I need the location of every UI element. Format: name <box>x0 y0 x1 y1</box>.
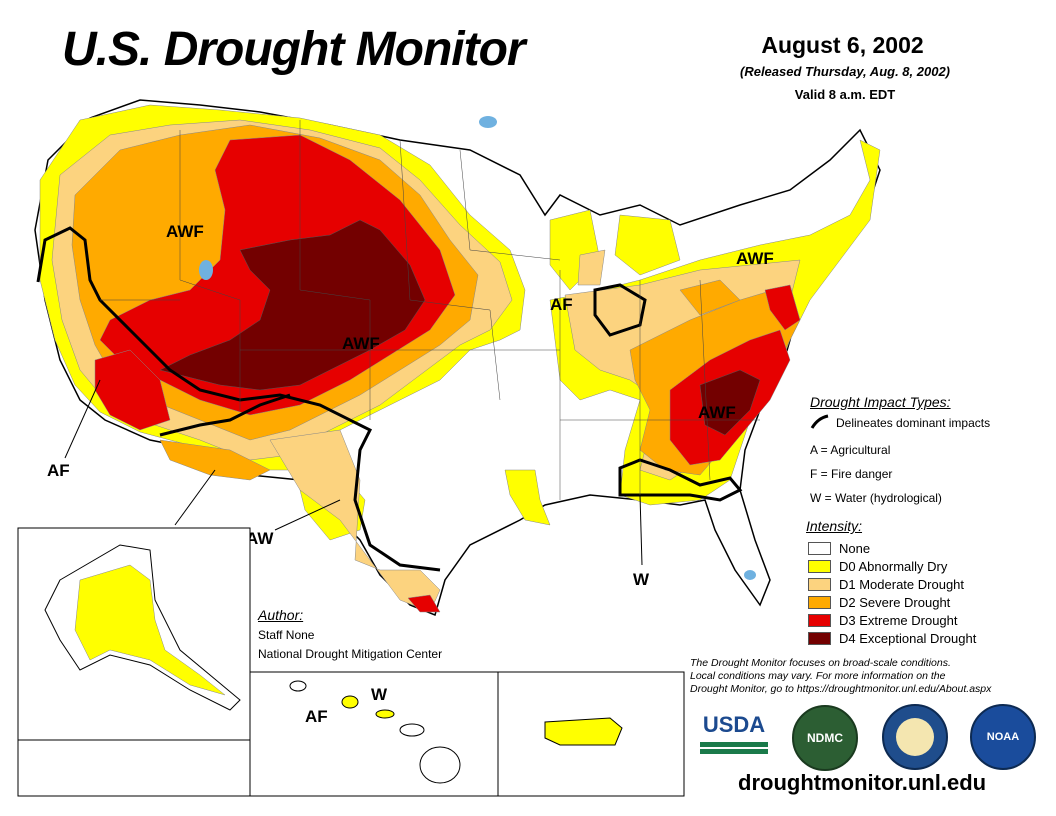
note-line-1: The Drought Monitor focuses on broad-sca… <box>690 657 951 669</box>
swatch-d1 <box>808 578 831 591</box>
usda-logo-text: USDA <box>702 712 766 737</box>
label-af-west: AF <box>47 461 70 480</box>
label-w-southeast: W <box>633 570 650 589</box>
noaa-logo-text: NOAA <box>986 731 1020 743</box>
release-date: (Released Thursday, Aug. 8, 2002) <box>740 64 950 79</box>
label-awf-southeast: AWF <box>698 403 736 422</box>
legend-d3: D3 Extreme Drought <box>808 613 958 628</box>
alaska-d0 <box>74 564 226 696</box>
state-lines <box>100 120 760 500</box>
impact-line-symbol <box>810 414 829 429</box>
label-aw-south: AW <box>246 529 274 548</box>
legend-d2: D2 Severe Drought <box>808 595 950 610</box>
commerce-seal-icon <box>882 704 948 770</box>
disclaimer-note: The Drought Monitor focuses on broad-sca… <box>690 657 1035 696</box>
legend-d1: D1 Moderate Drought <box>808 577 964 592</box>
legend-label: D0 Abnormally Dry <box>839 559 948 574</box>
ndmc-logo-text: NDMC <box>807 731 843 745</box>
ndmc-logo: NDMC <box>792 705 858 771</box>
d4-areas <box>159 219 761 436</box>
legend-label: D1 Moderate Drought <box>839 577 965 592</box>
label-awf-northwest: AWF <box>166 222 204 241</box>
label-w-hawaii: W <box>371 685 388 704</box>
swatch-none <box>808 542 831 555</box>
legend-d4: D4 Exceptional Drought <box>808 631 976 646</box>
legend-label: D3 Extreme Drought <box>839 613 958 628</box>
note-line-3: Drought Monitor, go to https://droughtmo… <box>690 683 992 695</box>
author-title: Author: <box>258 607 304 623</box>
legend-label: None <box>839 541 871 556</box>
impact-fire: F = Fire danger <box>810 467 893 481</box>
impact-line-label: Delineates dominant impacts <box>836 416 991 430</box>
label-awf-northeast: AWF <box>736 249 774 268</box>
page-title: U.S. Drought Monitor <box>62 23 526 76</box>
legend-label: D4 Exceptional Drought <box>839 631 977 646</box>
footer-url[interactable]: droughtmonitor.unl.edu <box>738 770 987 795</box>
intensity-legend-title: Intensity: <box>806 518 863 534</box>
water-features <box>199 116 756 580</box>
impact-water: W = Water (hydrological) <box>810 491 942 505</box>
usda-logo: USDA <box>700 712 768 760</box>
legend-d0: D0 Abnormally Dry <box>808 559 947 574</box>
label-af-hawaii: AF <box>305 707 328 726</box>
label-af-midwest: AF <box>550 295 573 314</box>
legend-label: D2 Severe Drought <box>839 595 951 610</box>
author-name: Staff None <box>258 628 315 642</box>
impact-legend-title: Drought Impact Types: <box>810 394 951 410</box>
usda-stripe <box>700 742 768 747</box>
label-awf-central: AWF <box>342 334 380 353</box>
impact-agricultural: A = Agricultural <box>810 443 891 457</box>
label-leaders <box>64 379 643 566</box>
map-date: August 6, 2002 <box>761 32 924 58</box>
author-org: National Drought Mitigation Center <box>258 647 443 661</box>
noaa-logo: NOAA <box>970 704 1036 770</box>
note-line-2: Local conditions may vary. For more info… <box>690 670 946 682</box>
hawaii-islands <box>289 680 461 784</box>
valid-time: Valid 8 a.m. EDT <box>794 87 896 102</box>
puerto-rico-d0 <box>544 717 623 746</box>
swatch-d4 <box>808 632 831 645</box>
swatch-d2 <box>808 596 831 609</box>
usda-stripe <box>700 749 768 754</box>
legend-none: None <box>808 541 870 556</box>
swatch-d3 <box>808 614 831 627</box>
swatch-d0 <box>808 560 831 573</box>
seal-center <box>896 718 934 756</box>
